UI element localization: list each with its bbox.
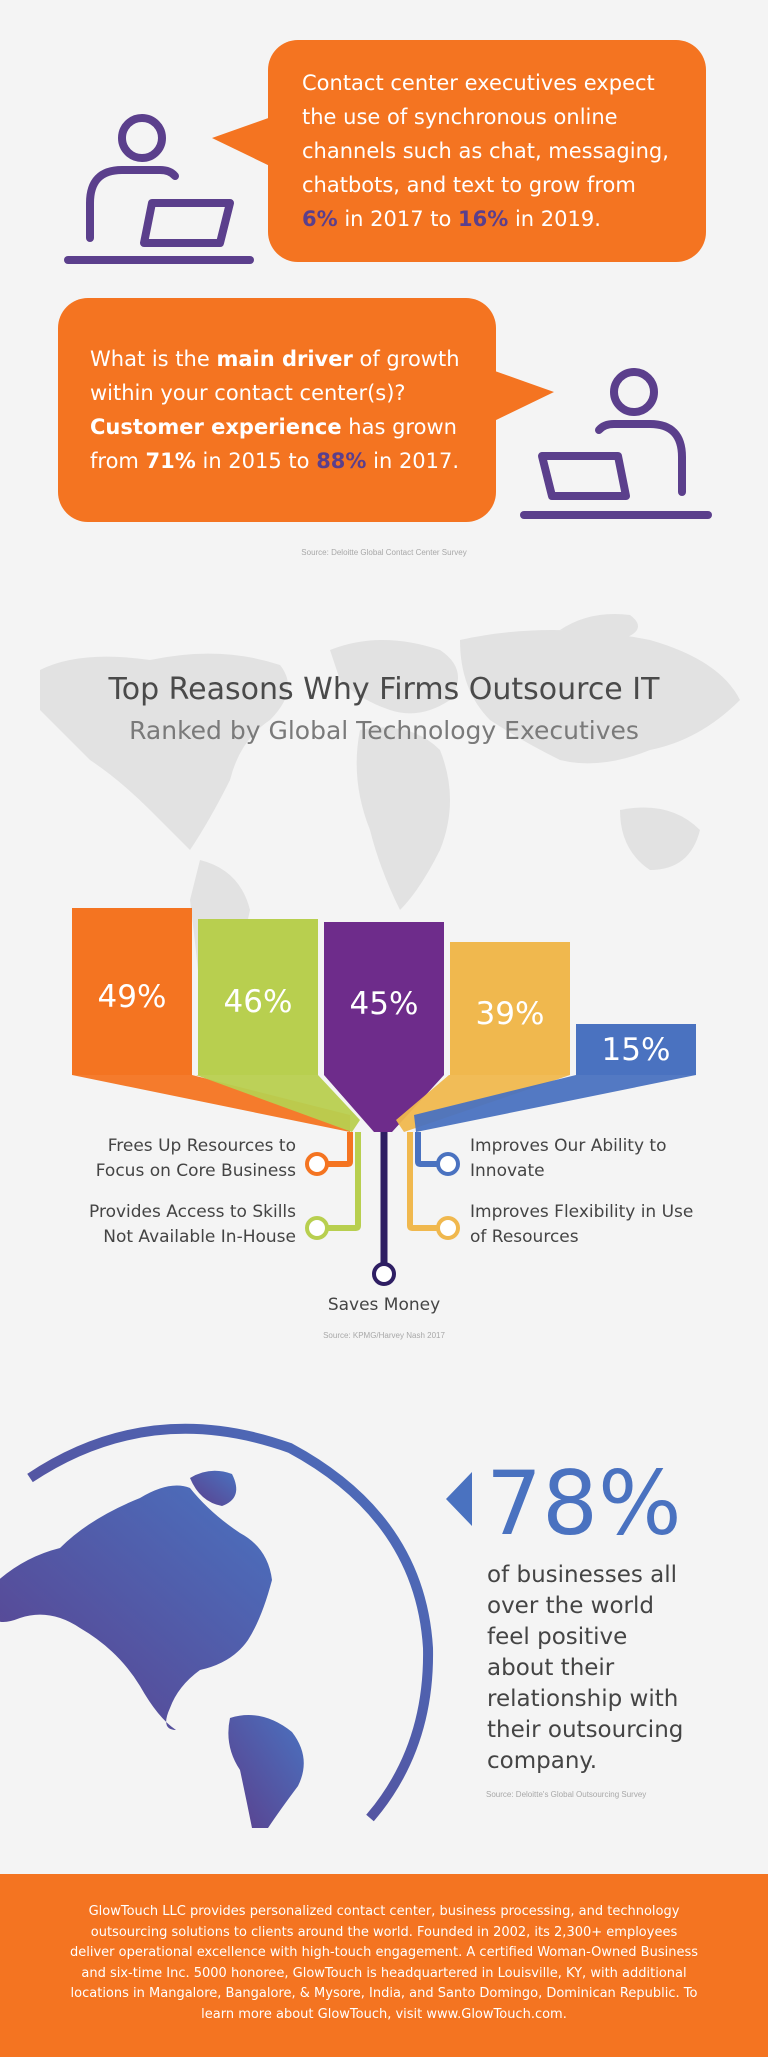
legend-line: Improves Our Ability to (470, 1136, 667, 1156)
dot-icon (436, 1216, 460, 1240)
chart-title: Top Reasons Why Firms Outsource IT (108, 672, 660, 707)
bar-frees-up-resources: 49% (72, 908, 192, 1075)
bubble2-l4b: in 2015 to (195, 449, 317, 473)
stat-6-percent: 6% (302, 207, 338, 231)
stat-description: of businesses all over the world feel po… (487, 1560, 683, 1777)
dot-icon (305, 1152, 329, 1176)
bubble1-mid: in 2017 to (337, 207, 459, 231)
stat-line: over the world (487, 1593, 654, 1619)
source-deloitte-contact-center: Source: Deloitte Global Contact Center S… (301, 548, 467, 557)
bubble2-l4c: in 2017. (366, 449, 460, 473)
source-deloitte-outsourcing: Source: Deloitte's Global Outsourcing Su… (486, 1790, 647, 1799)
world-map-background (40, 614, 740, 990)
bubble2-l4a: from (90, 449, 146, 473)
legend-line: Focus on Core Business (95, 1161, 296, 1181)
legend-innovate: Improves Our Ability to Innovate (470, 1134, 750, 1184)
bar-value-label: 39% (475, 995, 545, 1032)
bubble-pointer (492, 370, 554, 422)
stat-line: company. (487, 1748, 598, 1774)
bubble1-line2: the use of synchronous online (302, 105, 618, 129)
customer-experience-text: Customer experience (90, 415, 342, 439)
stat-line: of businesses all (487, 1562, 678, 1588)
legend-line: Improves Flexibility in Use (470, 1202, 694, 1222)
legend-frees-up-resources: Frees Up Resources to Focus on Core Busi… (40, 1134, 296, 1184)
bubble1-line3: channels such as chat, messaging, (302, 139, 669, 163)
stat-16-percent: 16% (458, 207, 509, 231)
legend-line: Not Available In-House (103, 1227, 296, 1247)
bar-access-to-skills: 46% (198, 919, 318, 1075)
source-kpmg: Source: KPMG/Harvey Nash 2017 (323, 1331, 445, 1340)
bubble2-line4: from 71% in 2015 to 88% in 2017. (90, 444, 460, 478)
legend-flexibility: Improves Flexibility in Use of Resources (470, 1200, 750, 1250)
bar-value-label: 15% (601, 1031, 671, 1068)
dot-icon (436, 1152, 460, 1176)
funnel-connectors (72, 1075, 696, 1286)
legend-line: Provides Access to Skills (89, 1202, 296, 1222)
stat-88-percent: 88% (316, 449, 367, 473)
globe-icon (0, 1423, 434, 1828)
legend-line: of Resources (470, 1227, 579, 1247)
bar-saves-money: 45% (324, 922, 444, 1075)
legend-line: Innovate (470, 1161, 545, 1181)
bubble1-line1: Contact center executives expect (302, 71, 655, 95)
bar-flexibility: 39% (450, 942, 570, 1075)
stat-line: their outsourcing (487, 1717, 684, 1743)
main-driver-text: main driver (216, 347, 353, 371)
bubble2-l1a: What is the (90, 347, 217, 371)
bubble2-l3b: has grown (341, 415, 457, 439)
bar-value-label: 46% (223, 984, 293, 1020)
person-at-laptop-icon (64, 114, 254, 264)
legend-saves-money: Saves Money (327, 1295, 441, 1315)
legend-access-to-skills: Provides Access to Skills Not Available … (40, 1200, 296, 1250)
bubble1-line4: chatbots, and text to grow from (302, 173, 636, 197)
bar-innovate: 15% (576, 1024, 696, 1075)
synchronous-channels-bubble: Contact center executives expect the use… (268, 40, 706, 262)
bar-value-label: 49% (97, 978, 167, 1015)
pointer-arrow-icon (446, 1472, 472, 1526)
stat-71-percent: 71% (145, 449, 196, 473)
bubble-pointer (212, 116, 274, 168)
main-driver-bubble: What is the main driver of growth within… (58, 298, 496, 522)
bubble2-line1: What is the main driver of growth (90, 342, 460, 376)
bubble1-end: in 2019. (508, 207, 601, 231)
bubble1-line5: 6% in 2017 to 16% in 2019. (302, 202, 669, 236)
chart-subtitle: Ranked by Global Technology Executives (129, 716, 639, 745)
bubble2-l1c: of growth (352, 347, 460, 371)
company-description: GlowTouch LLC provides personalized cont… (70, 1904, 698, 2022)
legend-line: Frees Up Resources to (107, 1136, 296, 1156)
person-at-laptop-icon (520, 368, 712, 519)
stat-line: relationship with (487, 1686, 679, 1712)
stat-line: feel positive (487, 1624, 628, 1650)
bubble2-line2: within your contact center(s)? (90, 381, 406, 405)
bubble2-line3: Customer experience has grown (90, 410, 460, 444)
footer: GlowTouch LLC provides personalized cont… (0, 1874, 768, 2057)
bar-value-label: 45% (349, 985, 419, 1022)
stat-line: about their (487, 1655, 615, 1681)
dot-icon (372, 1262, 396, 1286)
dot-icon (305, 1216, 329, 1240)
stat-78-percent: 78% (486, 1452, 682, 1555)
